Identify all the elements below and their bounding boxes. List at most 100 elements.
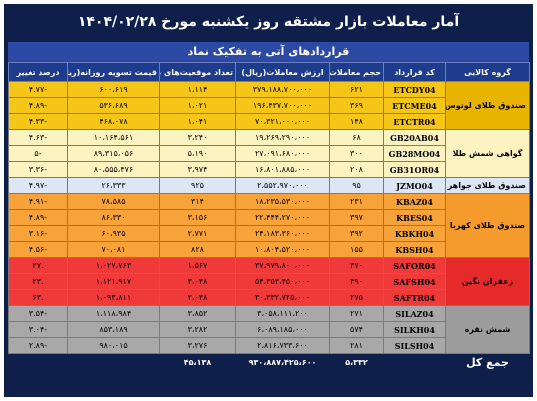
value-cell: ۱۹۶،۴۳۷،۷۰۰،۰۰۰ [235, 97, 330, 114]
header-volume: حجم معاملات [329, 62, 384, 82]
open-interest-cell: ۱،۵۶۷ [159, 257, 236, 274]
value-cell: ۲،۵۵۲،۹۷۰،۰۰۰ [235, 177, 330, 194]
settlement-price-cell: ۹۸۰،۰۱۵ [67, 337, 160, 354]
change-percent-cell: -۴.۸۹ [8, 97, 68, 114]
change-percent-cell: -۴.۸۹ [8, 209, 68, 226]
report-frame: آمار معاملات بازار مشتقه روز یکشنبه مورخ… [4, 4, 533, 397]
open-interest-cell: ۳۱۴ [159, 193, 236, 210]
volume-cell: ۹۵ [329, 177, 384, 194]
volume-cell: ۳۷۰ [329, 257, 384, 274]
volume-cell: ۵۷۴ [329, 321, 384, 338]
group-name-cell: صندوق طلای کهربا [445, 193, 530, 258]
group-name-cell: زعفران نگین [445, 257, 530, 306]
table-row: SILKH04 ۵۷۴ ۶،۰۸۹،۱۸۵،۰۰۰ ۳،۲۸۲ ۸۵۳،۱۸۹ -۳.۰۴ [8, 321, 530, 338]
group-name-cell: شمش نقره [445, 305, 530, 354]
change-percent-cell: -۴.۶۳ [8, 129, 68, 146]
change-percent-cell: -۳.۵۴ [8, 305, 68, 322]
contract-code-cell: KBES04 [383, 209, 446, 226]
change-percent-cell: -۳.۰۴ [8, 321, 68, 338]
table-row: صندوق طلای جواهر JZMO04 ۹۵ ۲،۵۵۲،۹۷۰،۰۰۰ ۹۲۵… [8, 177, 530, 194]
table-row: KBES04 ۳۹۷ ۲۲،۴۴۴،۲۷۰،۰۰۰ ۳،۱۵۶ ۸۶،۳۳۰ -۴.۸۹ [8, 209, 530, 226]
contract-code-cell: SILKH04 [383, 321, 446, 338]
value-cell: ۵۴،۳۵۳،۴۵۰،۰۰۰ [235, 273, 330, 290]
change-percent-cell: -۵ [8, 145, 68, 162]
settlement-price-cell: ۸۶،۳۳۰ [67, 209, 160, 226]
contract-code-cell: SILAZ04 [383, 305, 446, 322]
table-row: شمش نقره SILAZ04 ۲۷۱ ۳،۰۵۸،۱۱۱،۲۰۰ ۳،۸۵۲ ۱،۱۱… [8, 305, 530, 354]
table-body: صندوق طلای لوتوس ETCDY04 ۶۲۱ ۳۷۹،۱۸۸،۷۰۰،۰۰… [8, 81, 530, 354]
open-interest-cell: ۱،۰۲۱ [159, 97, 236, 114]
open-interest-cell: ۵،۱۹۰ [159, 145, 236, 162]
volume-cell: ۲۷۱ [329, 305, 384, 322]
header-group: گروه کالایی [445, 62, 530, 82]
total-empty-2 [67, 353, 160, 371]
volume-cell: ۲۷۵ [329, 289, 384, 306]
settlement-price-cell: ۸۵۳،۱۸۹ [67, 321, 160, 338]
open-interest-cell: ۳،۹۷۴ [159, 161, 236, 178]
total-empty-3 [8, 353, 68, 371]
header-value: ارزش معاملات(ریال) [235, 62, 330, 82]
open-interest-cell: ۸۲۸ [159, 241, 236, 258]
settlement-price-cell: ۶۰۰،۶۱۹ [67, 81, 160, 98]
volume-cell: ۲۰۸ [329, 161, 384, 178]
volume-cell: ۱۴۸ [329, 113, 384, 130]
change-percent-cell: .۲۷ [8, 257, 68, 274]
settlement-price-cell: ۸۹،۳۱۵،۰۵۶ [67, 145, 160, 162]
open-interest-cell: ۳،۱۵۶ [159, 209, 236, 226]
value-cell: ۱۹،۲۶۹،۲۹۰،۰۰۰ [235, 129, 330, 146]
change-percent-cell: -۴.۹۱ [8, 193, 68, 210]
volume-cell: ۲۸۱ [329, 337, 384, 354]
volume-cell: ۶۸ [329, 129, 384, 146]
settlement-price-cell: ۷۸،۵۸۵ [67, 193, 160, 210]
value-cell: ۱۸،۲۳۵،۵۳۰،۰۰۰ [235, 193, 330, 210]
table-row: SILSH04 ۲۸۱ ۲،۸۱۶،۷۳۳،۶۰۰ ۳،۲۷۶ ۹۸۰،۰۱۵ -۲.۸۹ [8, 337, 530, 354]
volume-cell: ۲۳۱ [329, 193, 384, 210]
value-cell: ۳۰،۳۳۲،۷۲۵،۰۰۰ [235, 289, 330, 306]
value-cell: ۶،۰۸۹،۱۸۵،۰۰۰ [235, 321, 330, 338]
contract-code-cell: ETCTR04 [383, 113, 446, 130]
total-volume: ۵،۳۳۲ [329, 353, 384, 371]
settlement-price-cell: ۱،۰۹۳،۸۱۱ [67, 289, 160, 306]
change-percent-cell: -۳.۳۶ [8, 161, 68, 178]
value-cell: ۲۴،۱۸۳،۳۶۰،۰۰۰ [235, 225, 330, 242]
open-interest-cell: ۳،۰۳۸ [159, 273, 236, 290]
settlement-price-cell: ۴۶۸،۰۷۸ [67, 113, 160, 130]
table-row: گواهی شمش طلا GB20AB04 ۶۸ ۱۹،۲۶۹،۲۹۰،۰۰۰ ۳،۲… [8, 129, 530, 178]
change-percent-cell: -۴.۳۳ [8, 113, 68, 130]
value-cell: ۲۷،۰۹۱،۶۸۰،۰۰۰ [235, 145, 330, 162]
settlement-price-cell: ۱،۱۲۱،۹۱۷ [67, 273, 160, 290]
settlement-price-cell: ۶۰،۹۳۵ [67, 225, 160, 242]
table-row: GB28MO04 ۳۰۰ ۲۷،۰۹۱،۶۸۰،۰۰۰ ۵،۱۹۰ ۸۹،۳۱۵،۰۵۶… [8, 145, 530, 162]
open-interest-cell: ۳،۲۴۰ [159, 129, 236, 146]
change-percent-cell: -۴.۹۷ [8, 177, 68, 194]
contract-code-cell: ETCME04 [383, 97, 446, 114]
value-cell: ۱۶،۸۰۱،۸۸۵،۰۰۰ [235, 161, 330, 178]
total-open: ۴۵،۱۳۸ [159, 353, 236, 371]
group-name-cell: صندوق طلای لوتوس [445, 81, 530, 130]
contract-code-cell: GB20AB04 [383, 129, 446, 146]
change-percent-cell: .۲۳ [8, 273, 68, 290]
open-interest-cell: ۳،۸۵۲ [159, 305, 236, 322]
header-change: درصد تغییر [8, 62, 68, 82]
table-row: GB31OR04 ۲۰۸ ۱۶،۸۰۱،۸۸۵،۰۰۰ ۳،۹۷۴ ۸۰،۵۵۵،۴۷۶… [8, 161, 530, 178]
header-code: کد قرارداد [383, 62, 446, 82]
open-interest-cell: ۳،۲۷۶ [159, 337, 236, 354]
open-interest-cell: ۲،۰۳۸ [159, 289, 236, 306]
settlement-price-cell: ۱،۱۱۸،۹۸۴ [67, 305, 160, 322]
contract-code-cell: KBSH04 [383, 241, 446, 258]
futures-table: گروه کالایی کد قرارداد حجم معاملات ارزش … [8, 62, 530, 371]
header-open: تعداد موقعیت‌های باز [159, 62, 236, 82]
change-percent-cell: -۳.۱۶ [8, 225, 68, 242]
change-percent-cell: -۴.۷۷ [8, 81, 68, 98]
value-cell: ۳،۰۵۸،۱۱۱،۲۰۰ [235, 305, 330, 322]
settlement-price-cell: ۱۰،۱۶۴،۵۶۱ [67, 129, 160, 146]
value-cell: ۳۷،۹۷۹،۸۰۰،۰۰۰ [235, 257, 330, 274]
settlement-price-cell: ۲۶،۳۳۳ [67, 177, 160, 194]
settlement-price-cell: ۱،۰۲۷،۷۶۳ [67, 257, 160, 274]
volume-cell: ۶۲۱ [329, 81, 384, 98]
table-row: صندوق طلای لوتوس ETCDY04 ۶۲۱ ۳۷۹،۱۸۸،۷۰۰،۰۰… [8, 81, 530, 130]
change-percent-cell: -۲.۸۹ [8, 337, 68, 354]
value-cell: ۷۰،۳۲۱،۰۰۰،۰۰۰ [235, 113, 330, 130]
open-interest-cell: ۳،۲۸۲ [159, 321, 236, 338]
open-interest-cell: ۲،۷۷۱ [159, 225, 236, 242]
